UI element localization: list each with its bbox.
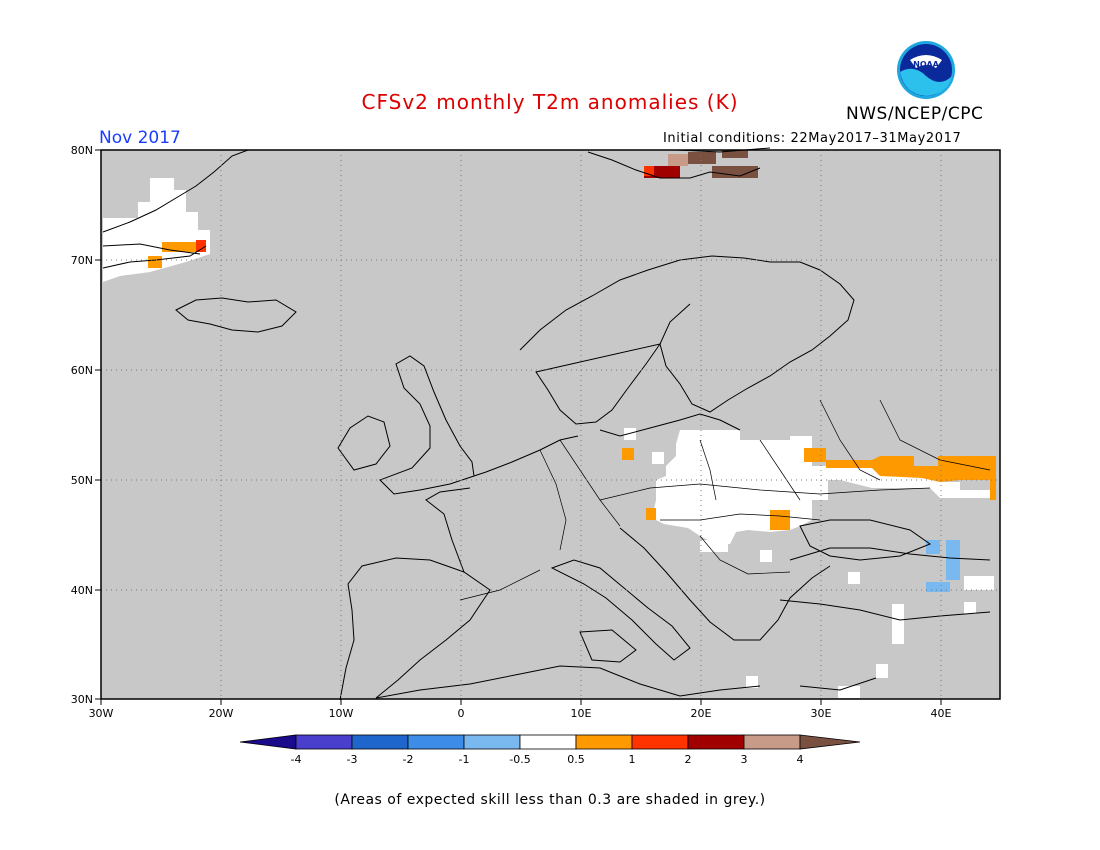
- colorbar-segment: [239, 734, 297, 750]
- lat-tick-label: 30N: [71, 693, 93, 706]
- tick-marks: [95, 149, 942, 705]
- colorbar-segment: [743, 734, 801, 750]
- colorbar-segment: [519, 734, 577, 750]
- colorbar-segment: [575, 734, 633, 750]
- colorbar-label: -2: [403, 753, 414, 766]
- skill-footnote: (Areas of expected skill less than 0.3 a…: [334, 792, 766, 808]
- coast-italy: [550, 559, 691, 663]
- colorbar-label: 4: [797, 753, 804, 766]
- coast-iberia: [339, 557, 491, 701]
- colorbar-segment: [631, 734, 689, 750]
- colorbar-segment: [407, 734, 465, 750]
- colorbar-label: 2: [685, 753, 692, 766]
- coast-black-sea: [799, 519, 932, 561]
- noaa-logo: NOAA: [897, 41, 955, 99]
- noaa-logo-text: NOAA: [913, 60, 939, 69]
- lat-tick-labels: 30N 40N 50N 60N 70N 80N: [71, 144, 93, 706]
- lat-tick-label: 40N: [71, 584, 93, 597]
- coast-ireland: [337, 415, 391, 471]
- colorbar-segment: [351, 734, 409, 750]
- colorbar-label: -3: [347, 753, 358, 766]
- colorbar-label: -4: [291, 753, 302, 766]
- map-title: CFSv2 monthly T2m anomalies (K): [361, 90, 739, 114]
- colorbar-segment: [799, 734, 861, 750]
- coast-balkans-greece: [619, 527, 831, 641]
- lon-tick-label: 30E: [811, 707, 832, 720]
- colorbar: [239, 734, 861, 750]
- lat-tick-label: 60N: [71, 364, 93, 377]
- colorbar-segment: [295, 734, 353, 750]
- colorbar-segment: [463, 734, 521, 750]
- lat-tick-label: 70N: [71, 254, 93, 267]
- lon-tick-label: 20E: [691, 707, 712, 720]
- colorbar-label: 3: [741, 753, 748, 766]
- lon-tick-label: 10W: [329, 707, 354, 720]
- coastlines: [102, 147, 991, 701]
- coast-france-lowlands: [425, 435, 579, 573]
- colorbar-label: -0.5: [509, 753, 530, 766]
- initial-conditions: Initial conditions: 22May2017–31May2017: [663, 131, 962, 146]
- coast-iceland: [175, 297, 297, 333]
- coast-scandinavia: [519, 255, 855, 425]
- map-frame: [100, 149, 1001, 700]
- colorbar-label: 1: [629, 753, 636, 766]
- colorbar-segment: [687, 734, 745, 750]
- colorbar-label: -1: [459, 753, 470, 766]
- agency-label: NWS/NCEP/CPC: [846, 104, 984, 124]
- coast-turkey: [779, 547, 991, 621]
- coast-britain: [379, 355, 475, 495]
- warm-anomaly-patches: [148, 150, 996, 530]
- coast-baltic: [599, 413, 741, 437]
- lon-tick-label: 10E: [571, 707, 592, 720]
- colorbar-labels: -4 -3 -2 -1 -0.5 0.5 1 2 3 4: [291, 753, 804, 766]
- lon-tick-label: 0: [458, 707, 465, 720]
- cool-anomaly-patches: [926, 540, 960, 592]
- lon-tick-label: 30W: [89, 707, 114, 720]
- lat-tick-label: 50N: [71, 474, 93, 487]
- lon-tick-label: 20W: [209, 707, 234, 720]
- lon-tick-labels: 30W 20W 10W 0 10E 20E 30E 40E: [89, 707, 952, 720]
- near-normal-patches: [103, 178, 996, 698]
- coast-north-africa: [375, 665, 877, 699]
- lon-tick-label: 40E: [931, 707, 952, 720]
- country-borders: [459, 399, 991, 601]
- colorbar-label: 0.5: [567, 753, 585, 766]
- forecast-month: Nov 2017: [99, 128, 181, 148]
- lat-tick-label: 80N: [71, 144, 93, 157]
- low-skill-background: [101, 150, 1000, 699]
